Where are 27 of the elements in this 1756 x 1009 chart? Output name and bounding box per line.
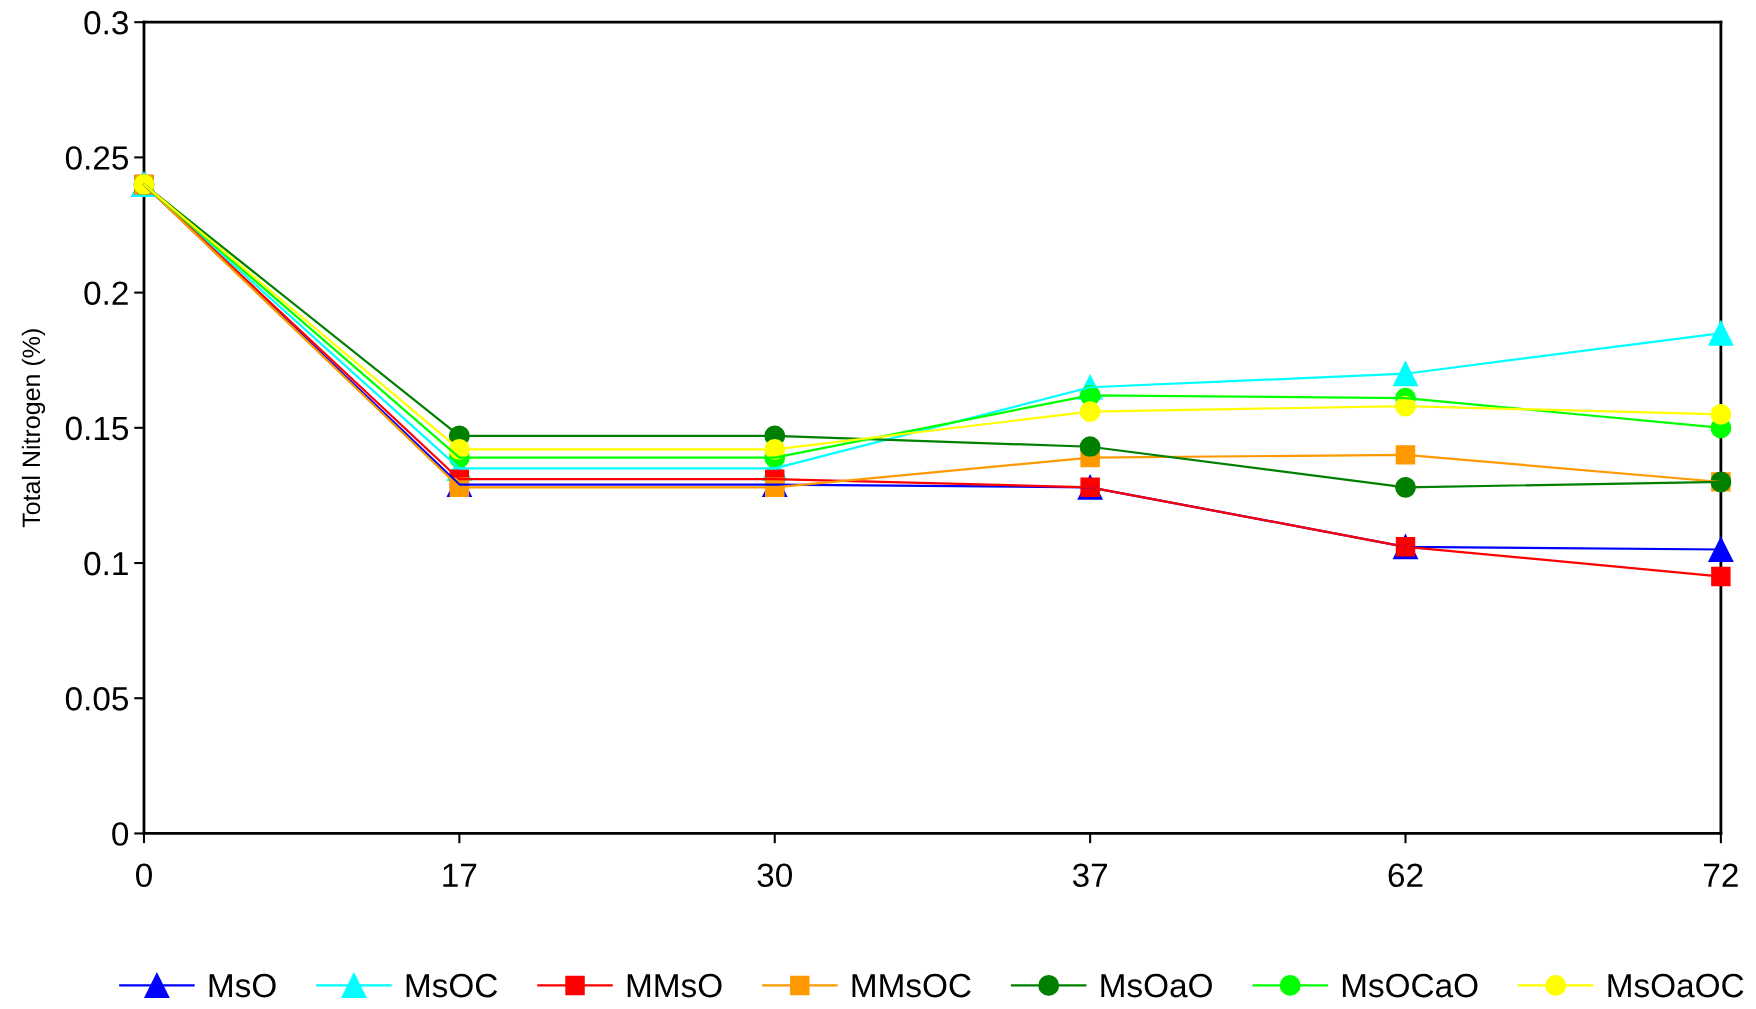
- y-tick-label: 0.05: [65, 687, 129, 711]
- y-tick-label: 0.2: [84, 281, 128, 306]
- y-tick-label: 0.15: [65, 416, 129, 441]
- point: [1392, 361, 1419, 387]
- legend-label: MsOaO: [1101, 973, 1212, 998]
- point: [1708, 537, 1734, 563]
- legend-label: MMsOC: [852, 973, 971, 998]
- y-axis-title: Total Nitrogen (%): [21, 329, 46, 528]
- point: [1711, 566, 1731, 587]
- x-tick-label: 37: [1072, 863, 1107, 888]
- legend-label: MsO: [209, 973, 276, 998]
- legend-label: MMsO: [627, 973, 722, 998]
- x-tick-label: 62: [1388, 863, 1423, 888]
- point: [1708, 320, 1734, 346]
- x-tick-label: 30: [757, 863, 792, 888]
- legend-label: MsOCaO: [1342, 973, 1478, 998]
- legend-label: MsOaOC: [1608, 973, 1744, 998]
- y-tick-label: 0.25: [65, 146, 129, 170]
- point: [1710, 403, 1732, 425]
- y-tick-label: 0: [112, 822, 129, 846]
- x-tick-label: 17: [443, 863, 477, 887]
- x-tick-label: 0: [136, 863, 152, 888]
- x-tick-label: 72: [1704, 863, 1738, 887]
- y-tick-label: 0.1: [84, 551, 128, 576]
- y-tick-label: 0.3: [84, 11, 128, 35]
- legend-label: MsOC: [406, 973, 498, 998]
- point: [1395, 445, 1416, 465]
